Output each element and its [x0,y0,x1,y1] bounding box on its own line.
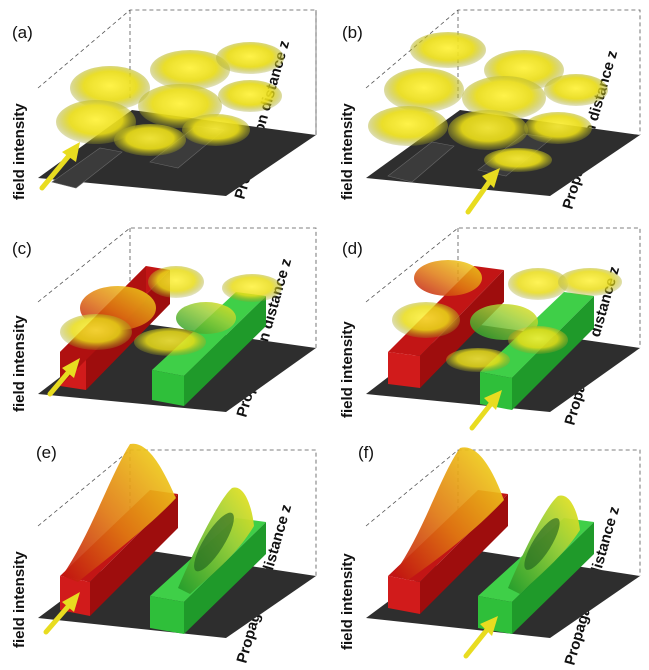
panel-label: (a) [12,23,33,42]
vertical-axis-label: field intensity [11,551,28,648]
panel-c: (c) field intensity Propagation distance… [11,227,317,419]
waveguide-left [51,147,123,189]
arrow-icon [469,390,502,431]
panel-f: (f) field intensity Propagation distance… [339,443,641,667]
arrow-icon [465,168,500,215]
arrow-icon [463,616,498,659]
field-pattern [56,42,284,156]
field-pattern [62,443,254,594]
field-pattern [368,32,608,172]
panel-label: (f) [358,443,374,462]
panel-label: (e) [36,443,57,462]
vertical-axis-label: field intensity [11,103,28,200]
arrow-icon [47,358,80,397]
arrow-icon [39,142,80,191]
vertical-axis-label: field intensity [339,103,356,200]
panel-label: (c) [12,239,32,258]
arrow-icon [43,592,80,635]
vertical-axis-label: field intensity [11,315,28,412]
field-pattern [60,266,282,356]
panel-b: (b) field intensity Propagation distance… [339,9,641,215]
panel-d: (d) field intensity Propagation distance… [339,227,641,431]
vertical-axis-label: field intensity [339,553,356,650]
panel-label: (b) [342,23,363,42]
bounding-box [37,9,317,135]
waveguide-left [387,141,455,183]
panel-label: (d) [342,239,363,258]
vertical-axis-label: field intensity [339,321,356,418]
panel-a: (a) field intensity Propagation distance… [11,9,317,201]
panel-e: (e) field intensity Propagation distance… [11,443,317,665]
field-pattern [392,260,622,372]
field-pattern [394,447,580,594]
